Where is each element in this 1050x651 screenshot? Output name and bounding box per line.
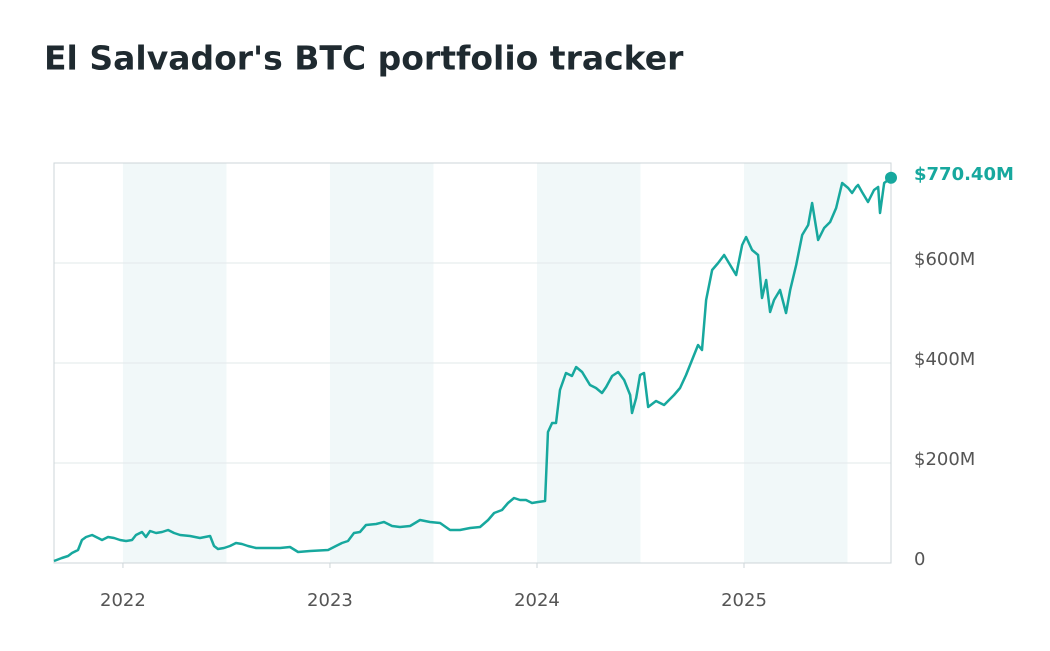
x-tick-label: 2023 [307, 590, 353, 611]
x-tick-label: 2025 [721, 590, 767, 611]
plot-border [53, 162, 892, 564]
x-tick-label: 2024 [514, 590, 560, 611]
end-label: $770.40M [914, 164, 1014, 185]
y-tick-label: 0 [914, 549, 925, 570]
y-tick-label: $200M [914, 449, 975, 470]
chart-title: El Salvador's BTC portfolio tracker [44, 39, 684, 78]
line [53, 176, 892, 563]
y-tick-label: $400M [914, 349, 975, 370]
y-tick-label: $600M [914, 249, 975, 270]
end-dot [885, 171, 897, 184]
x-tick-label: 2022 [100, 590, 146, 611]
